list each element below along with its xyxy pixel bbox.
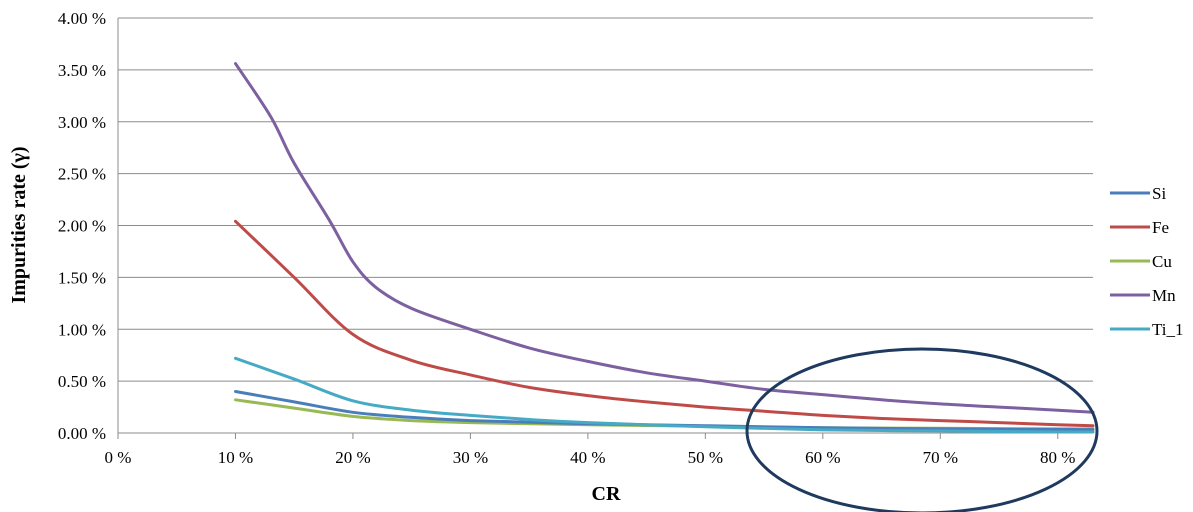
series-line-fe: [234, 219, 1095, 428]
y-tick-label: 0.50 %: [58, 372, 106, 391]
y-tick-label: 0.00 %: [58, 424, 106, 443]
y-tick-label: 4.00 %: [58, 9, 106, 28]
x-tick-labels: 0 % 10 % 20 % 30 % 40 % 50 % 60 % 70 % 80 %: [105, 448, 1076, 467]
x-tick-label: 10 %: [218, 448, 253, 467]
y-tick-label: 1.00 %: [58, 320, 106, 339]
x-tick-label: 60 %: [805, 448, 840, 467]
highlight-ellipse: [745, 347, 1099, 512]
x-tick-label: 30 %: [453, 448, 488, 467]
y-tick-label: 2.00 %: [58, 217, 106, 236]
y-tick-label: 2.50 %: [58, 165, 106, 184]
x-tick-label: 50 %: [688, 448, 723, 467]
x-axis-title: CR: [592, 483, 621, 505]
y-tick-label: 3.50 %: [58, 61, 106, 80]
axes: [117, 18, 1093, 439]
legend-label-si: Si: [1152, 184, 1166, 203]
y-axis-title: Impurities rate (γ): [8, 146, 30, 303]
gridlines: [118, 17, 1093, 382]
y-tick-labels: 0.00 % 0.50 % 1.00 % 1.50 % 2.00 % 2.50 % 3.00…: [58, 9, 106, 443]
x-tick-label: 40 %: [570, 448, 605, 467]
x-tick-label: 20 %: [335, 448, 370, 467]
y-tick-label: 3.00 %: [58, 113, 106, 132]
x-tick-label: 0 %: [105, 448, 132, 467]
series-line-si: [234, 390, 1095, 432]
legend-label-fe: Fe: [1152, 218, 1169, 237]
legend: Si Fe Cu Mn Ti_1: [1110, 184, 1184, 339]
legend-label-ti-1: Ti_1: [1152, 320, 1184, 339]
series-line-mn: [234, 62, 1095, 414]
series-line-ti-1: [234, 356, 1095, 434]
legend-label-mn: Mn: [1152, 286, 1176, 305]
x-tick-label: 80 %: [1040, 448, 1075, 467]
annotation: [745, 347, 1099, 512]
y-tick-label: 1.50 %: [58, 268, 106, 287]
series-lines: [234, 62, 1095, 434]
legend-label-cu: Cu: [1152, 252, 1172, 271]
x-tick-label: 70 %: [923, 448, 958, 467]
